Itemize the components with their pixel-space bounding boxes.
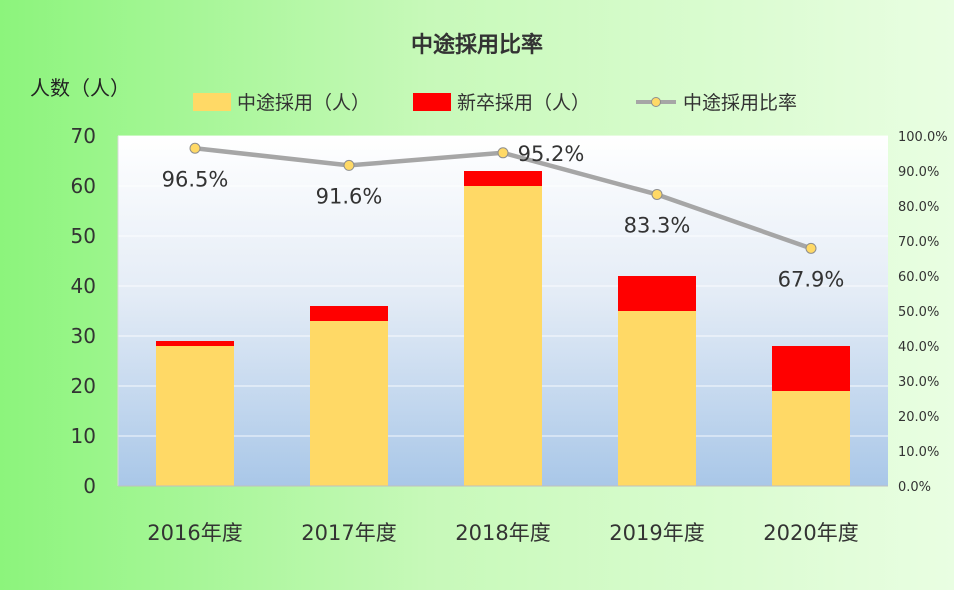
ratio-line: 96.5% 91.6% 95.2% 83.3% 67.9%: [162, 142, 845, 292]
legend-label-chuto: 中途採用（人）: [237, 92, 370, 114]
bar-chuto: [310, 321, 388, 486]
x-tick-label: 2016年度: [147, 521, 242, 545]
y-tick-label: 40: [71, 274, 96, 298]
x-tick-label: 2017年度: [301, 521, 396, 545]
legend: 中途採用（人） 新卒採用（人） 中途採用比率: [193, 92, 797, 114]
bar-shinsotsu: [464, 171, 542, 186]
y-tick-label: 0: [83, 474, 96, 498]
y2-tick-label: 90.0%: [898, 165, 939, 180]
ratio-marker: [343, 159, 355, 171]
bar-chuto: [156, 346, 234, 486]
ratio-data-label: 96.5%: [162, 167, 229, 191]
bar-chuto: [464, 186, 542, 486]
legend-label-shinsotsu: 新卒採用（人）: [457, 92, 590, 114]
y2-tick-label: 80.0%: [898, 200, 939, 215]
bar-shinsotsu: [772, 346, 850, 391]
legend-swatch-shinsotsu: [413, 93, 451, 111]
ratio-marker: [497, 147, 509, 159]
ratio-marker: [651, 188, 663, 200]
y2-tick-label: 20.0%: [898, 410, 939, 425]
y-tick-label: 50: [71, 224, 96, 248]
legend-swatch-chuto: [193, 93, 231, 111]
ratio-data-label: 91.6%: [316, 184, 383, 208]
y-tick-label: 20: [71, 374, 96, 398]
ratio-marker: [189, 142, 201, 154]
y2-tick-label: 10.0%: [898, 445, 939, 460]
legend-swatch-ratio-marker: [651, 97, 661, 107]
x-tick-label: 2018年度: [455, 521, 550, 545]
x-tick-label: 2020年度: [763, 521, 858, 545]
y-tick-label: 10: [71, 424, 96, 448]
legend-label-ratio: 中途採用比率: [683, 92, 797, 114]
ratio-marker: [805, 242, 817, 254]
y2-tick-label: 40.0%: [898, 340, 939, 355]
y2-tick-label: 30.0%: [898, 375, 939, 390]
bar-shinsotsu: [618, 276, 696, 311]
ratio-data-label: 95.2%: [518, 142, 585, 166]
x-tick-label: 2019年度: [609, 521, 704, 545]
y2-tick-label: 60.0%: [898, 270, 939, 285]
y2-tick-label: 100.0%: [898, 130, 948, 145]
axes: 0 10 20 30 40 50 60 70 0.0% 10.0% 20.0% 30.0% 40.0% 5…: [71, 124, 948, 545]
y2-tick-label: 50.0%: [898, 305, 939, 320]
y-axis-label: 人数（人）: [30, 76, 130, 100]
y-tick-label: 70: [71, 124, 96, 148]
ratio-data-label: 83.3%: [624, 213, 691, 237]
y2-tick-label: 0.0%: [898, 480, 931, 495]
bars: [156, 171, 850, 486]
bar-chuto: [772, 391, 850, 486]
chart-title: 中途採用比率: [411, 32, 543, 58]
y2-tick-label: 70.0%: [898, 235, 939, 250]
ratio-data-label: 67.9%: [778, 267, 845, 291]
bar-shinsotsu: [156, 341, 234, 346]
y-tick-label: 60: [71, 174, 96, 198]
y-tick-label: 30: [71, 324, 96, 348]
bar-chuto: [618, 311, 696, 486]
bar-shinsotsu: [310, 306, 388, 321]
